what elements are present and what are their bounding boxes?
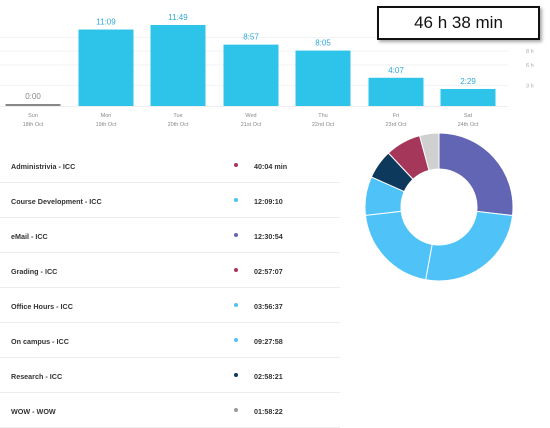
y-tick-label: 3 h	[526, 83, 534, 89]
activity-color-dot	[234, 303, 238, 307]
activity-name: WOW - WOW	[11, 407, 56, 416]
activity-row[interactable]: On campus - ICC 09:27:58	[0, 323, 340, 358]
activity-time: 12:30:54	[254, 232, 283, 241]
activity-row[interactable]: Grading - ICC 02:57:07	[0, 253, 340, 288]
bar	[78, 29, 134, 107]
x-tick-day: Tue	[173, 113, 182, 119]
activity-color-dot	[234, 163, 238, 167]
activity-name: Office Hours - ICC	[11, 302, 73, 311]
activity-name: eMail - ICC	[11, 232, 48, 241]
activity-name: Research - ICC	[11, 372, 63, 381]
activity-color-dot	[234, 268, 238, 272]
x-tick-day: Wed	[245, 113, 256, 119]
y-tick-label: 6 h	[526, 63, 534, 69]
activity-donut-chart	[364, 132, 514, 282]
donut-slice[interactable]	[438, 132, 514, 217]
x-tick-day: Sun	[28, 113, 38, 119]
activity-row[interactable]: Course Development - ICC 12:09:10	[0, 183, 340, 218]
activity-time: 02:58:21	[254, 372, 283, 381]
x-tick-date: 19th Oct	[96, 122, 117, 128]
activity-row[interactable]: eMail - ICC 12:30:54	[0, 218, 340, 253]
activity-name: Grading - ICC	[11, 267, 58, 276]
activity-color-dot	[234, 338, 238, 342]
x-tick-day: Thu	[318, 113, 327, 119]
activity-row[interactable]: Administrivia - ICC 40:04 min	[0, 148, 340, 183]
bar-value-label: 8:05	[315, 39, 331, 48]
activity-time: 03:56:37	[254, 302, 283, 311]
x-tick-date: 23rd Oct	[385, 122, 407, 128]
activity-time: 02:57:07	[254, 267, 283, 276]
donut-slice[interactable]	[418, 132, 440, 171]
activity-name: Course Development - ICC	[11, 197, 102, 206]
bar	[5, 104, 61, 106]
activity-color-dot	[234, 198, 238, 202]
activity-time: 40:04 min	[254, 162, 288, 171]
bar	[150, 24, 206, 106]
bar-value-label: 11:09	[96, 18, 116, 27]
bar	[295, 50, 351, 106]
activity-color-dot	[234, 373, 238, 377]
x-tick-day: Fri	[393, 113, 399, 119]
bar	[223, 44, 279, 106]
bar	[368, 77, 424, 106]
activity-row[interactable]: Research - ICC 02:58:21	[0, 358, 340, 393]
bar	[440, 88, 496, 106]
total-time-label: 46 h 38 min	[414, 13, 503, 32]
bar-value-label: 8:57	[243, 33, 259, 42]
activity-list: Administrivia - ICC 40:04 min Course Devel…	[0, 148, 340, 428]
total-time-box: 46 h 38 min	[377, 6, 540, 40]
x-tick-day: Mon	[101, 113, 112, 119]
activity-name: Administrivia - ICC	[11, 162, 76, 171]
x-tick-date: 22nd Oct	[312, 122, 335, 128]
x-tick-date: 20th Oct	[168, 122, 189, 128]
activity-time: 12:09:10	[254, 197, 283, 206]
donut-slice[interactable]	[364, 210, 433, 281]
x-tick-day: Sat	[464, 113, 473, 119]
activity-time: 01:58:22	[254, 407, 283, 416]
activity-color-dot	[234, 233, 238, 237]
bar-value-label: 4:07	[388, 66, 404, 75]
bar-value-label: 0:00	[25, 92, 41, 101]
bar-value-label: 11:49	[168, 13, 188, 22]
activity-row[interactable]: WOW - WOW 01:58:22	[0, 393, 340, 428]
activity-row[interactable]: Office Hours - ICC 03:56:37	[0, 288, 340, 323]
y-tick-label: 8 h	[526, 49, 534, 55]
x-tick-date: 21st Oct	[241, 122, 262, 128]
x-tick-date: 24th Oct	[458, 122, 479, 128]
activity-time: 09:27:58	[254, 337, 283, 346]
donut-slice[interactable]	[425, 210, 514, 282]
activity-color-dot	[234, 408, 238, 412]
x-tick-date: 18th Oct	[23, 122, 44, 128]
bar-value-label: 2:29	[460, 77, 476, 86]
activity-name: On campus - ICC	[11, 337, 69, 346]
